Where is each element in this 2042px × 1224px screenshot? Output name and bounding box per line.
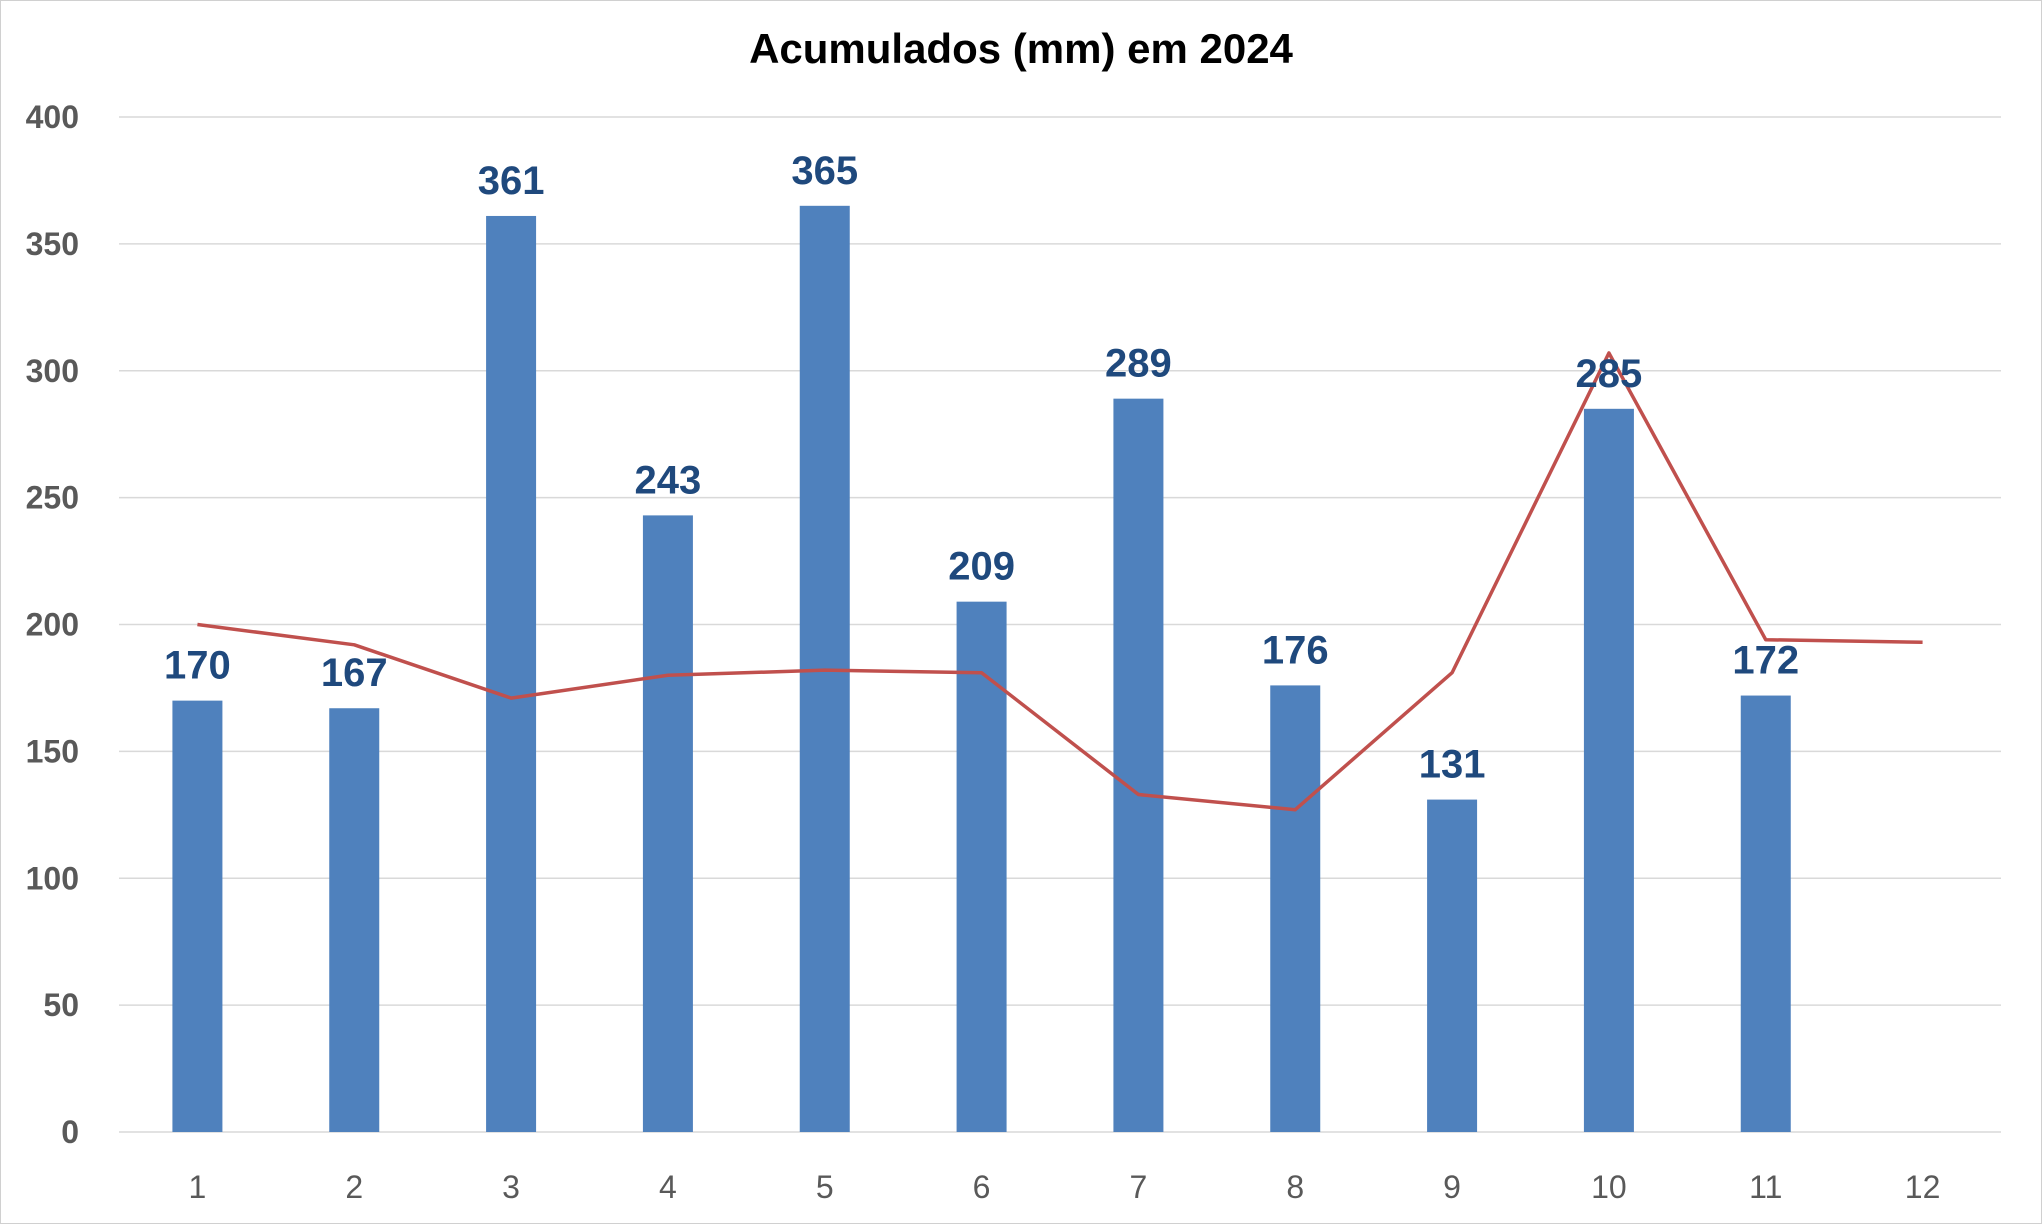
bar-4 xyxy=(642,515,693,1132)
y-tick-label: 0 xyxy=(61,1114,79,1150)
bar-6 xyxy=(956,601,1007,1132)
bar-8 xyxy=(1270,685,1321,1132)
x-tick-label: 10 xyxy=(1591,1169,1627,1205)
y-tick-label: 100 xyxy=(26,860,79,896)
x-tick-label: 11 xyxy=(1749,1169,1782,1205)
x-tick-label: 8 xyxy=(1286,1169,1304,1205)
x-tick-label: 5 xyxy=(816,1169,834,1205)
data-labels: 170 167 361 243 365 209 289 176 131 285 172 xyxy=(164,149,1799,787)
data-label-10: 285 xyxy=(1576,352,1643,396)
x-tick-label: 1 xyxy=(189,1169,207,1205)
y-tick-label: 300 xyxy=(26,353,79,389)
y-tick-label: 50 xyxy=(43,987,79,1023)
bar-3 xyxy=(486,215,537,1132)
bar-2 xyxy=(329,708,380,1132)
grid-lines xyxy=(119,116,2001,1133)
data-label-3: 361 xyxy=(478,159,545,203)
bar-10 xyxy=(1583,408,1634,1132)
data-label-11: 172 xyxy=(1732,639,1799,683)
x-tick-label: 12 xyxy=(1905,1169,1941,1205)
x-tick-label: 3 xyxy=(502,1169,520,1205)
bar-1 xyxy=(172,700,223,1132)
y-tick-label: 150 xyxy=(26,733,79,769)
x-tick-label: 4 xyxy=(659,1169,677,1205)
bar-series xyxy=(172,205,1791,1133)
data-label-4: 243 xyxy=(635,458,702,502)
chart-title: Acumulados (mm) em 2024 xyxy=(749,25,1293,72)
bar-9 xyxy=(1427,799,1478,1132)
bar-7 xyxy=(1113,398,1164,1133)
x-tick-label: 2 xyxy=(345,1169,363,1205)
x-tick-label: 6 xyxy=(973,1169,991,1205)
data-label-2: 167 xyxy=(321,651,388,695)
data-label-7: 289 xyxy=(1105,342,1172,386)
data-label-1: 170 xyxy=(164,644,231,688)
bar-11 xyxy=(1740,695,1791,1132)
data-label-9: 131 xyxy=(1419,743,1486,787)
y-tick-label: 350 xyxy=(26,226,79,262)
data-label-6: 209 xyxy=(948,545,1015,589)
y-tick-label: 250 xyxy=(26,480,79,516)
data-label-5: 365 xyxy=(791,149,858,193)
line-series xyxy=(197,351,1923,812)
data-label-8: 176 xyxy=(1262,628,1329,672)
x-tick-label: 9 xyxy=(1443,1169,1461,1205)
y-axis-ticks: 0 50 100 150 200 250 300 350 400 xyxy=(26,99,79,1150)
y-tick-label: 200 xyxy=(26,607,79,643)
x-tick-label: 7 xyxy=(1130,1169,1148,1205)
x-axis-ticks: 1 2 3 4 5 6 7 8 9 10 11 12 xyxy=(189,1169,1941,1205)
y-tick-label: 400 xyxy=(26,99,79,135)
trend-line xyxy=(197,351,1923,812)
